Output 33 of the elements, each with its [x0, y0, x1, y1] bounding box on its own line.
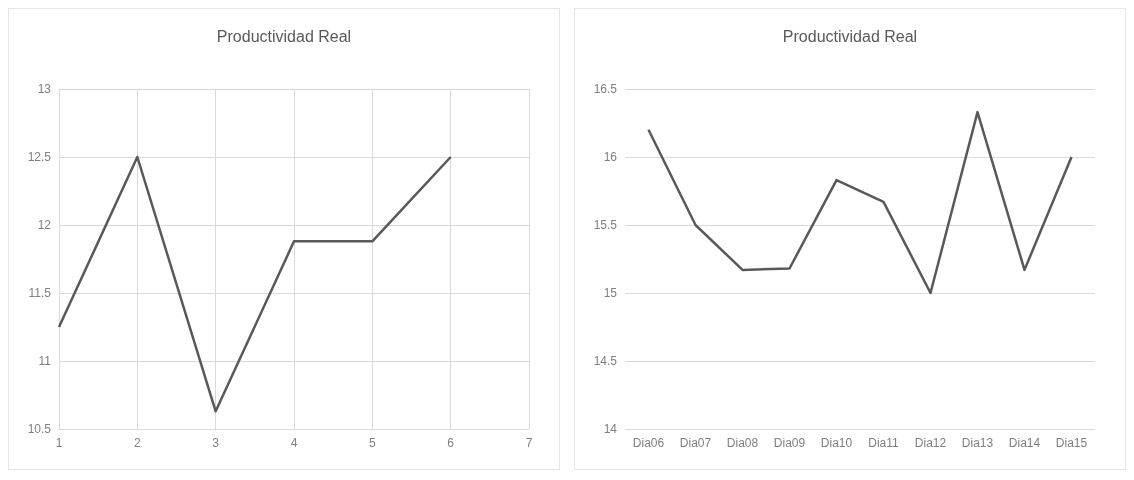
x-tick-label: 4 [290, 436, 298, 450]
chart-title: Productividad Real [782, 27, 918, 45]
y-tick-label: 12 [37, 218, 52, 232]
y-tick-label: 11 [38, 354, 52, 368]
x-tick-label: Dia14 [1008, 436, 1041, 450]
y-tick-label: 11.5 [28, 286, 52, 300]
line-series [647, 110, 1073, 295]
y-tick-label: 14 [603, 422, 618, 436]
x-tick-label: 5 [368, 436, 376, 450]
x-tick-label: Dia08 [726, 436, 759, 450]
y-tick-label: 16 [603, 150, 618, 164]
x-tick-label: Dia09 [773, 436, 806, 450]
x-tick-label: Dia15 [1055, 436, 1088, 450]
y-tick-label: 10.5 [27, 422, 52, 436]
x-tick-label: Dia06 [632, 436, 665, 450]
x-tick-label: Dia10 [820, 436, 853, 450]
x-tick-label: 1 [55, 436, 63, 450]
x-tick-label: 2 [133, 436, 141, 450]
chart-title: Productividad Real [216, 27, 352, 45]
y-tick-label: 14.5 [593, 354, 618, 368]
x-tick-label: Dia11 [868, 436, 900, 450]
x-tick-label: Dia13 [961, 436, 994, 450]
x-tick-label: 3 [212, 436, 220, 450]
y-tick-label: 12.5 [27, 150, 52, 164]
y-tick-label: 15.5 [593, 218, 618, 232]
y-tick-label: 15 [603, 286, 618, 300]
x-tick-label: Dia12 [914, 436, 947, 450]
x-tick-label: 6 [447, 436, 455, 450]
x-tick-label: Dia07 [679, 436, 712, 450]
x-tick-label: 7 [525, 436, 533, 450]
line-series [57, 155, 452, 413]
y-tick-label: 13 [37, 82, 52, 96]
y-tick-label: 16.5 [593, 82, 618, 96]
